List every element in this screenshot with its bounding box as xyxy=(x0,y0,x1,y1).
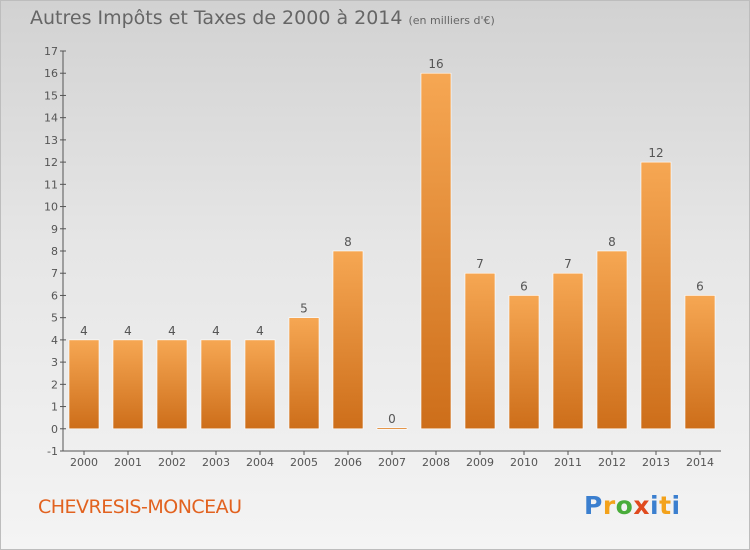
x-tick-label: 2001 xyxy=(114,456,142,469)
y-tick-label: 2 xyxy=(51,378,58,391)
bar xyxy=(596,250,628,430)
data-label: 7 xyxy=(564,257,572,271)
x-tick-label: 2003 xyxy=(202,456,230,469)
y-tick-label: 3 xyxy=(51,356,58,369)
x-tick-label: 2004 xyxy=(246,456,274,469)
x-tick-label: 2000 xyxy=(70,456,98,469)
x-tick-label: 2012 xyxy=(598,456,626,469)
y-tick-label: 11 xyxy=(44,178,58,191)
x-tick-label: 2013 xyxy=(642,456,670,469)
logo-letter: P xyxy=(584,491,603,520)
y-tick-label: 5 xyxy=(51,312,58,325)
x-tick-label: 2007 xyxy=(378,456,406,469)
logo-letter: i xyxy=(671,491,681,520)
bar xyxy=(112,339,144,430)
data-label: 12 xyxy=(648,146,663,160)
data-label: 8 xyxy=(344,235,352,249)
bar xyxy=(376,427,408,430)
data-label: 4 xyxy=(124,324,132,338)
y-tick-label: 4 xyxy=(51,334,58,347)
y-tick-label: 9 xyxy=(51,223,58,236)
bars xyxy=(68,72,716,430)
chart-unit: (en milliers d'€) xyxy=(408,14,495,27)
bar xyxy=(640,161,672,430)
bar xyxy=(156,339,188,430)
y-tick-label: 1 xyxy=(51,401,58,414)
y-tick-label: 12 xyxy=(44,156,58,169)
bar xyxy=(684,295,716,430)
logo-letter: t xyxy=(659,491,672,520)
data-label: 4 xyxy=(80,324,88,338)
logo-letter: o xyxy=(615,491,634,520)
data-label: 7 xyxy=(476,257,484,271)
data-label: 0 xyxy=(388,412,396,426)
y-tick-label: 10 xyxy=(44,201,58,214)
data-label: 4 xyxy=(256,324,264,338)
logo-letter: i xyxy=(650,491,660,520)
proxiti-logo: Proxiti xyxy=(584,491,681,520)
x-tick-label: 2009 xyxy=(466,456,494,469)
y-tick-label: 6 xyxy=(51,289,58,302)
data-label: 5 xyxy=(300,302,308,316)
bar xyxy=(552,272,584,430)
x-tick-label: 2005 xyxy=(290,456,318,469)
data-label: 4 xyxy=(212,324,220,338)
bar xyxy=(420,72,452,430)
x-tick-label: 2010 xyxy=(510,456,538,469)
bar xyxy=(288,317,320,430)
y-tick-label: 7 xyxy=(51,267,58,280)
data-labels: 4 4 4 4 4 5 8 0 16 7 6 7 8 12 6 xyxy=(80,57,704,426)
y-tick-label: 8 xyxy=(51,245,58,258)
data-label: 6 xyxy=(696,279,704,293)
y-tick-label: 0 xyxy=(51,423,58,436)
y-tick-label: -1 xyxy=(47,445,58,458)
bar xyxy=(332,250,364,430)
logo-letter: x xyxy=(633,491,650,520)
y-tick-label: 17 xyxy=(44,45,58,58)
x-tick-label: 2008 xyxy=(422,456,450,469)
data-label: 8 xyxy=(608,235,616,249)
bar xyxy=(68,339,100,430)
y-tick-label: 15 xyxy=(44,89,58,102)
commune-name: CHEVRESIS-MONCEAU xyxy=(38,496,242,518)
x-tick-label: 2006 xyxy=(334,456,362,469)
y-tick-label: 13 xyxy=(44,134,58,147)
data-label: 16 xyxy=(428,57,443,71)
bar xyxy=(200,339,232,430)
bar xyxy=(508,295,540,430)
data-label: 4 xyxy=(168,324,176,338)
data-label: 6 xyxy=(520,279,528,293)
chart-title-text: Autres Impôts et Taxes de 2000 à 2014 xyxy=(30,7,403,29)
chart-title: Autres Impôts et Taxes de 2000 à 2014 (en… xyxy=(30,7,495,29)
x-tick-label: 2002 xyxy=(158,456,186,469)
x-tick-label: 2011 xyxy=(554,456,582,469)
bar xyxy=(244,339,276,430)
bar xyxy=(464,272,496,430)
y-tick-label: 14 xyxy=(44,112,58,125)
x-tick-label: 2014 xyxy=(686,456,714,469)
logo-letter: r xyxy=(602,491,616,520)
y-tick-label: 16 xyxy=(44,67,58,80)
